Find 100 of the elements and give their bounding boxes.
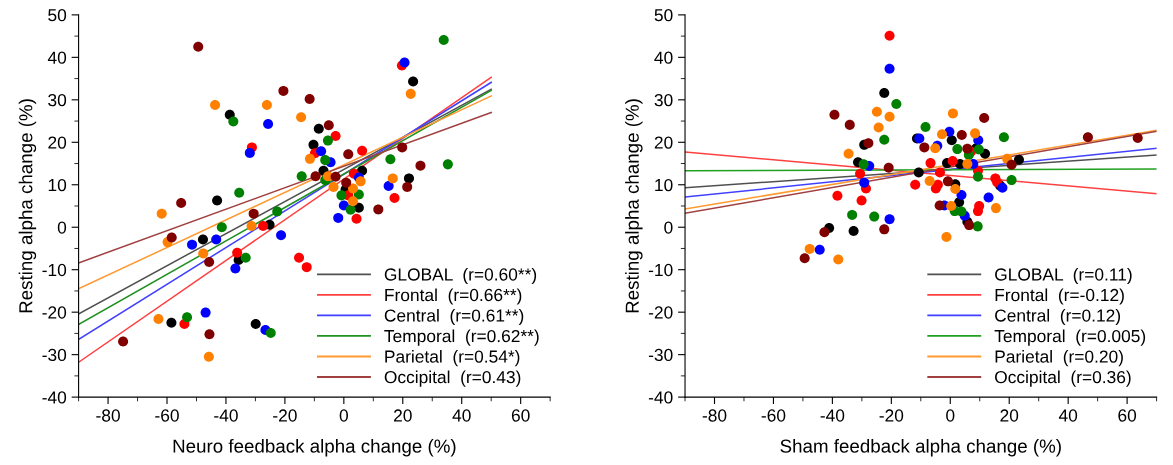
- y-tick-label: 0: [664, 221, 673, 234]
- point: [330, 130, 341, 141]
- point: [246, 220, 257, 231]
- point: [937, 129, 948, 140]
- point: [804, 243, 815, 254]
- point: [230, 263, 241, 274]
- point: [357, 145, 368, 156]
- point: [203, 351, 214, 362]
- y-tick-label: -30: [42, 348, 67, 362]
- point: [832, 190, 843, 201]
- point: [204, 329, 215, 340]
- x-tick-label: 60: [1118, 409, 1137, 422]
- legend-label: Occipital (r=0.36): [995, 370, 1131, 387]
- point: [884, 111, 895, 122]
- point: [296, 112, 307, 123]
- point: [176, 198, 187, 209]
- point: [316, 146, 327, 157]
- point: [879, 224, 890, 235]
- point: [1013, 154, 1024, 165]
- point: [347, 183, 358, 194]
- point: [250, 319, 261, 330]
- point: [296, 171, 307, 182]
- x-tick-label: 20: [1000, 409, 1019, 422]
- point: [924, 175, 935, 186]
- y-tick-label: 20: [654, 136, 673, 149]
- y-tick-label: -20: [42, 306, 67, 319]
- legend-label: Parietal (r=0.20): [995, 349, 1123, 367]
- point: [920, 121, 931, 133]
- legend-label: Occipital (r=0.43): [384, 370, 521, 387]
- point: [863, 138, 874, 149]
- point: [1132, 133, 1143, 144]
- point: [408, 76, 419, 87]
- point: [313, 123, 324, 134]
- point: [200, 307, 211, 318]
- point: [972, 171, 983, 182]
- point: [972, 221, 983, 232]
- point: [970, 128, 981, 139]
- legend-label: GLOBAL (r=0.60**): [384, 267, 537, 285]
- y-tick-label: 30: [654, 93, 673, 107]
- point: [990, 203, 1001, 214]
- point: [389, 192, 400, 203]
- point: [153, 313, 164, 324]
- point: [373, 204, 384, 215]
- y-tick-label: -10: [648, 263, 673, 277]
- x-tick-label: -20: [273, 409, 297, 422]
- point: [883, 162, 894, 173]
- legend-label: Temporal (r=0.005): [994, 329, 1146, 346]
- point: [211, 234, 222, 245]
- point: [873, 122, 884, 133]
- point: [258, 220, 269, 231]
- point: [844, 119, 855, 130]
- legend-label: Parietal (r=0.54*): [385, 349, 520, 367]
- point: [301, 262, 312, 273]
- y-tick-label: 10: [655, 178, 673, 192]
- point: [843, 148, 854, 159]
- point: [228, 116, 239, 127]
- point: [234, 187, 245, 198]
- x-tick-label: -60: [761, 409, 786, 422]
- point: [856, 195, 867, 206]
- x-tick-label: -20: [879, 409, 904, 422]
- point: [204, 257, 215, 268]
- point: [879, 88, 890, 99]
- point: [278, 85, 289, 96]
- x-tick-label: 0: [339, 409, 348, 422]
- point: [320, 155, 331, 166]
- legend-label: GLOBAL (r=0.11): [995, 267, 1132, 285]
- y-tick-label: -30: [648, 348, 673, 362]
- point: [910, 179, 921, 190]
- point: [941, 231, 952, 243]
- point: [193, 41, 204, 52]
- point: [343, 149, 354, 160]
- y-axis-title: Resting alpha change (%): [18, 99, 37, 313]
- point: [355, 176, 366, 187]
- point: [934, 167, 945, 178]
- point: [998, 132, 1009, 143]
- point: [248, 208, 259, 219]
- point: [919, 142, 930, 153]
- point: [858, 159, 869, 170]
- point: [187, 239, 198, 250]
- y-tick-label: -40: [42, 391, 67, 404]
- point: [244, 147, 255, 158]
- point: [341, 177, 352, 188]
- x-tick-label: -40: [214, 409, 238, 422]
- point: [983, 192, 994, 203]
- point: [415, 160, 426, 171]
- point: [979, 113, 990, 124]
- point: [166, 232, 177, 243]
- y-tick-label: -10: [42, 263, 67, 277]
- y-axis-title: Resting alpha change (%): [625, 99, 643, 313]
- point: [308, 139, 319, 150]
- y-tick-label: 50: [48, 9, 67, 22]
- point: [884, 214, 895, 225]
- point: [884, 30, 895, 41]
- point: [263, 119, 274, 130]
- x-tick-label: 60: [511, 409, 530, 422]
- point: [347, 196, 358, 207]
- point: [946, 135, 957, 146]
- point: [351, 213, 362, 224]
- x-tick-label: -80: [702, 409, 727, 422]
- x-tick-label: 0: [946, 409, 955, 422]
